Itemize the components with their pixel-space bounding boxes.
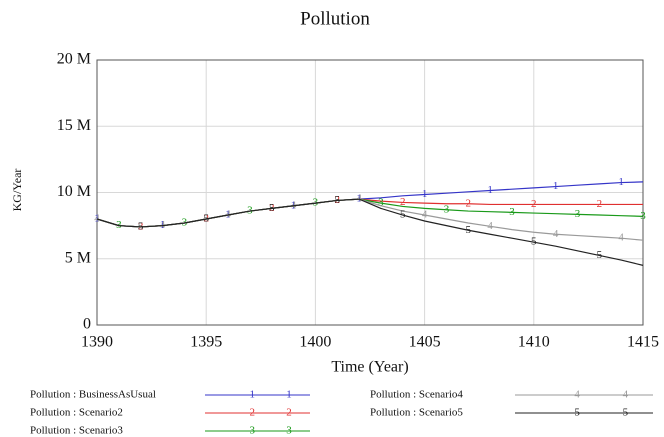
legend-label: Pollution : Scenario4	[370, 389, 463, 401]
legend-label: Pollution : BusinessAsUsual	[30, 389, 156, 401]
legend-marker: 4	[623, 389, 629, 401]
y-tick-label: 0	[83, 316, 91, 333]
y-tick-label: 10 M	[57, 183, 91, 200]
legend-marker: 3	[286, 425, 292, 437]
line-marker: 1	[618, 176, 624, 188]
line-marker: 1	[487, 184, 493, 196]
line-marker: 5	[400, 209, 406, 221]
legend-label: Pollution : Scenario3	[30, 425, 123, 437]
y-tick-label: 15 M	[57, 117, 91, 134]
line-marker: 2	[597, 198, 603, 210]
legend-marker: 3	[250, 425, 256, 437]
line	[96, 198, 644, 266]
line-marker: 2	[466, 197, 472, 209]
line-marker: 1	[553, 180, 559, 192]
legend-marker: 5	[623, 407, 629, 419]
x-tick-label: 1405	[409, 334, 441, 351]
legend-marker: 1	[250, 389, 256, 401]
plot-frame	[96, 59, 644, 326]
line-marker: 3	[575, 208, 581, 220]
line-marker: 5	[269, 202, 275, 214]
y-tick-label: 20 M	[57, 51, 91, 68]
legend-marker: 2	[250, 407, 256, 419]
line-marker: 5	[466, 224, 472, 236]
line-marker: 5	[334, 194, 340, 206]
line-marker: 3	[378, 197, 384, 209]
line-marker: 5	[531, 236, 537, 248]
line	[96, 198, 644, 241]
x-tick-label: 1390	[81, 334, 113, 351]
line-marker: 2	[400, 196, 406, 208]
legend-marker: 2	[286, 407, 292, 419]
line-marker: 3	[444, 203, 450, 215]
legend-marker: 1	[286, 389, 292, 401]
line-marker: 2	[531, 198, 537, 210]
y-tick-label: 5 M	[65, 249, 91, 266]
legend-marker: 4	[574, 389, 580, 401]
line-marker: 4	[553, 228, 559, 240]
legend-label: Pollution : Scenario5	[370, 407, 463, 419]
line-marker: 5	[597, 249, 603, 261]
line-marker: 4	[422, 209, 428, 221]
line-marker: 3	[640, 210, 646, 222]
x-axis-label: Time (Year)	[331, 359, 408, 376]
y-axis-label: KG/Year	[10, 169, 24, 212]
x-tick-label: 1415	[627, 334, 659, 351]
x-tick-label: 1410	[518, 334, 550, 351]
line-marker: 5	[203, 213, 209, 225]
x-tick-label: 1395	[190, 334, 222, 351]
legend-marker: 5	[574, 407, 580, 419]
line-marker: 4	[618, 232, 624, 244]
line-marker: 3	[509, 206, 515, 218]
legend-label: Pollution : Scenario2	[30, 407, 123, 419]
x-tick-label: 1400	[299, 334, 331, 351]
chart-title: Pollution	[300, 8, 370, 29]
line-marker: 4	[487, 220, 493, 232]
line-marker: 1	[94, 213, 100, 225]
line-marker: 5	[138, 220, 144, 232]
line-marker: 1	[422, 188, 428, 200]
